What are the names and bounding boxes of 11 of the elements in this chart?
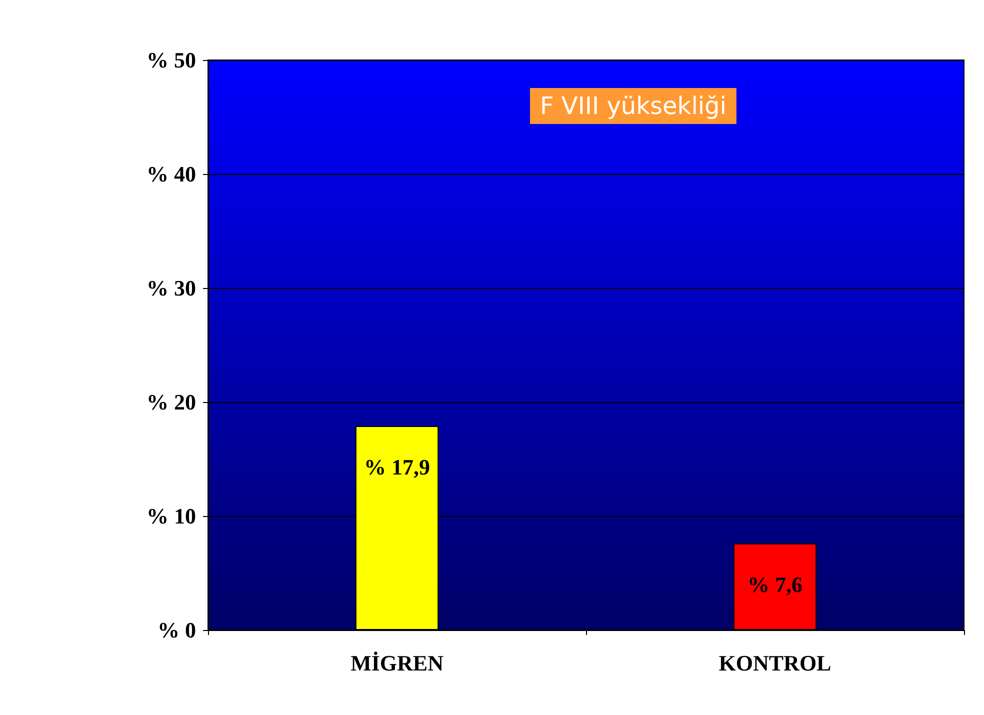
y-tick-label: % 50	[146, 48, 196, 72]
y-tick-label: % 0	[158, 618, 196, 642]
y-tick-label: % 40	[146, 162, 196, 186]
data-label: % 7,6	[748, 572, 802, 597]
text: F VIII yüksekliği	[540, 92, 726, 120]
x-tick-label: KONTROL	[718, 650, 832, 676]
x-tick-label: MİGREN	[350, 650, 444, 676]
data-label: % 17,9	[364, 454, 430, 480]
y-tick-label: % 10	[146, 504, 196, 528]
y-tick-label: % 30	[146, 276, 196, 300]
y-tick-label: % 20	[146, 390, 196, 414]
